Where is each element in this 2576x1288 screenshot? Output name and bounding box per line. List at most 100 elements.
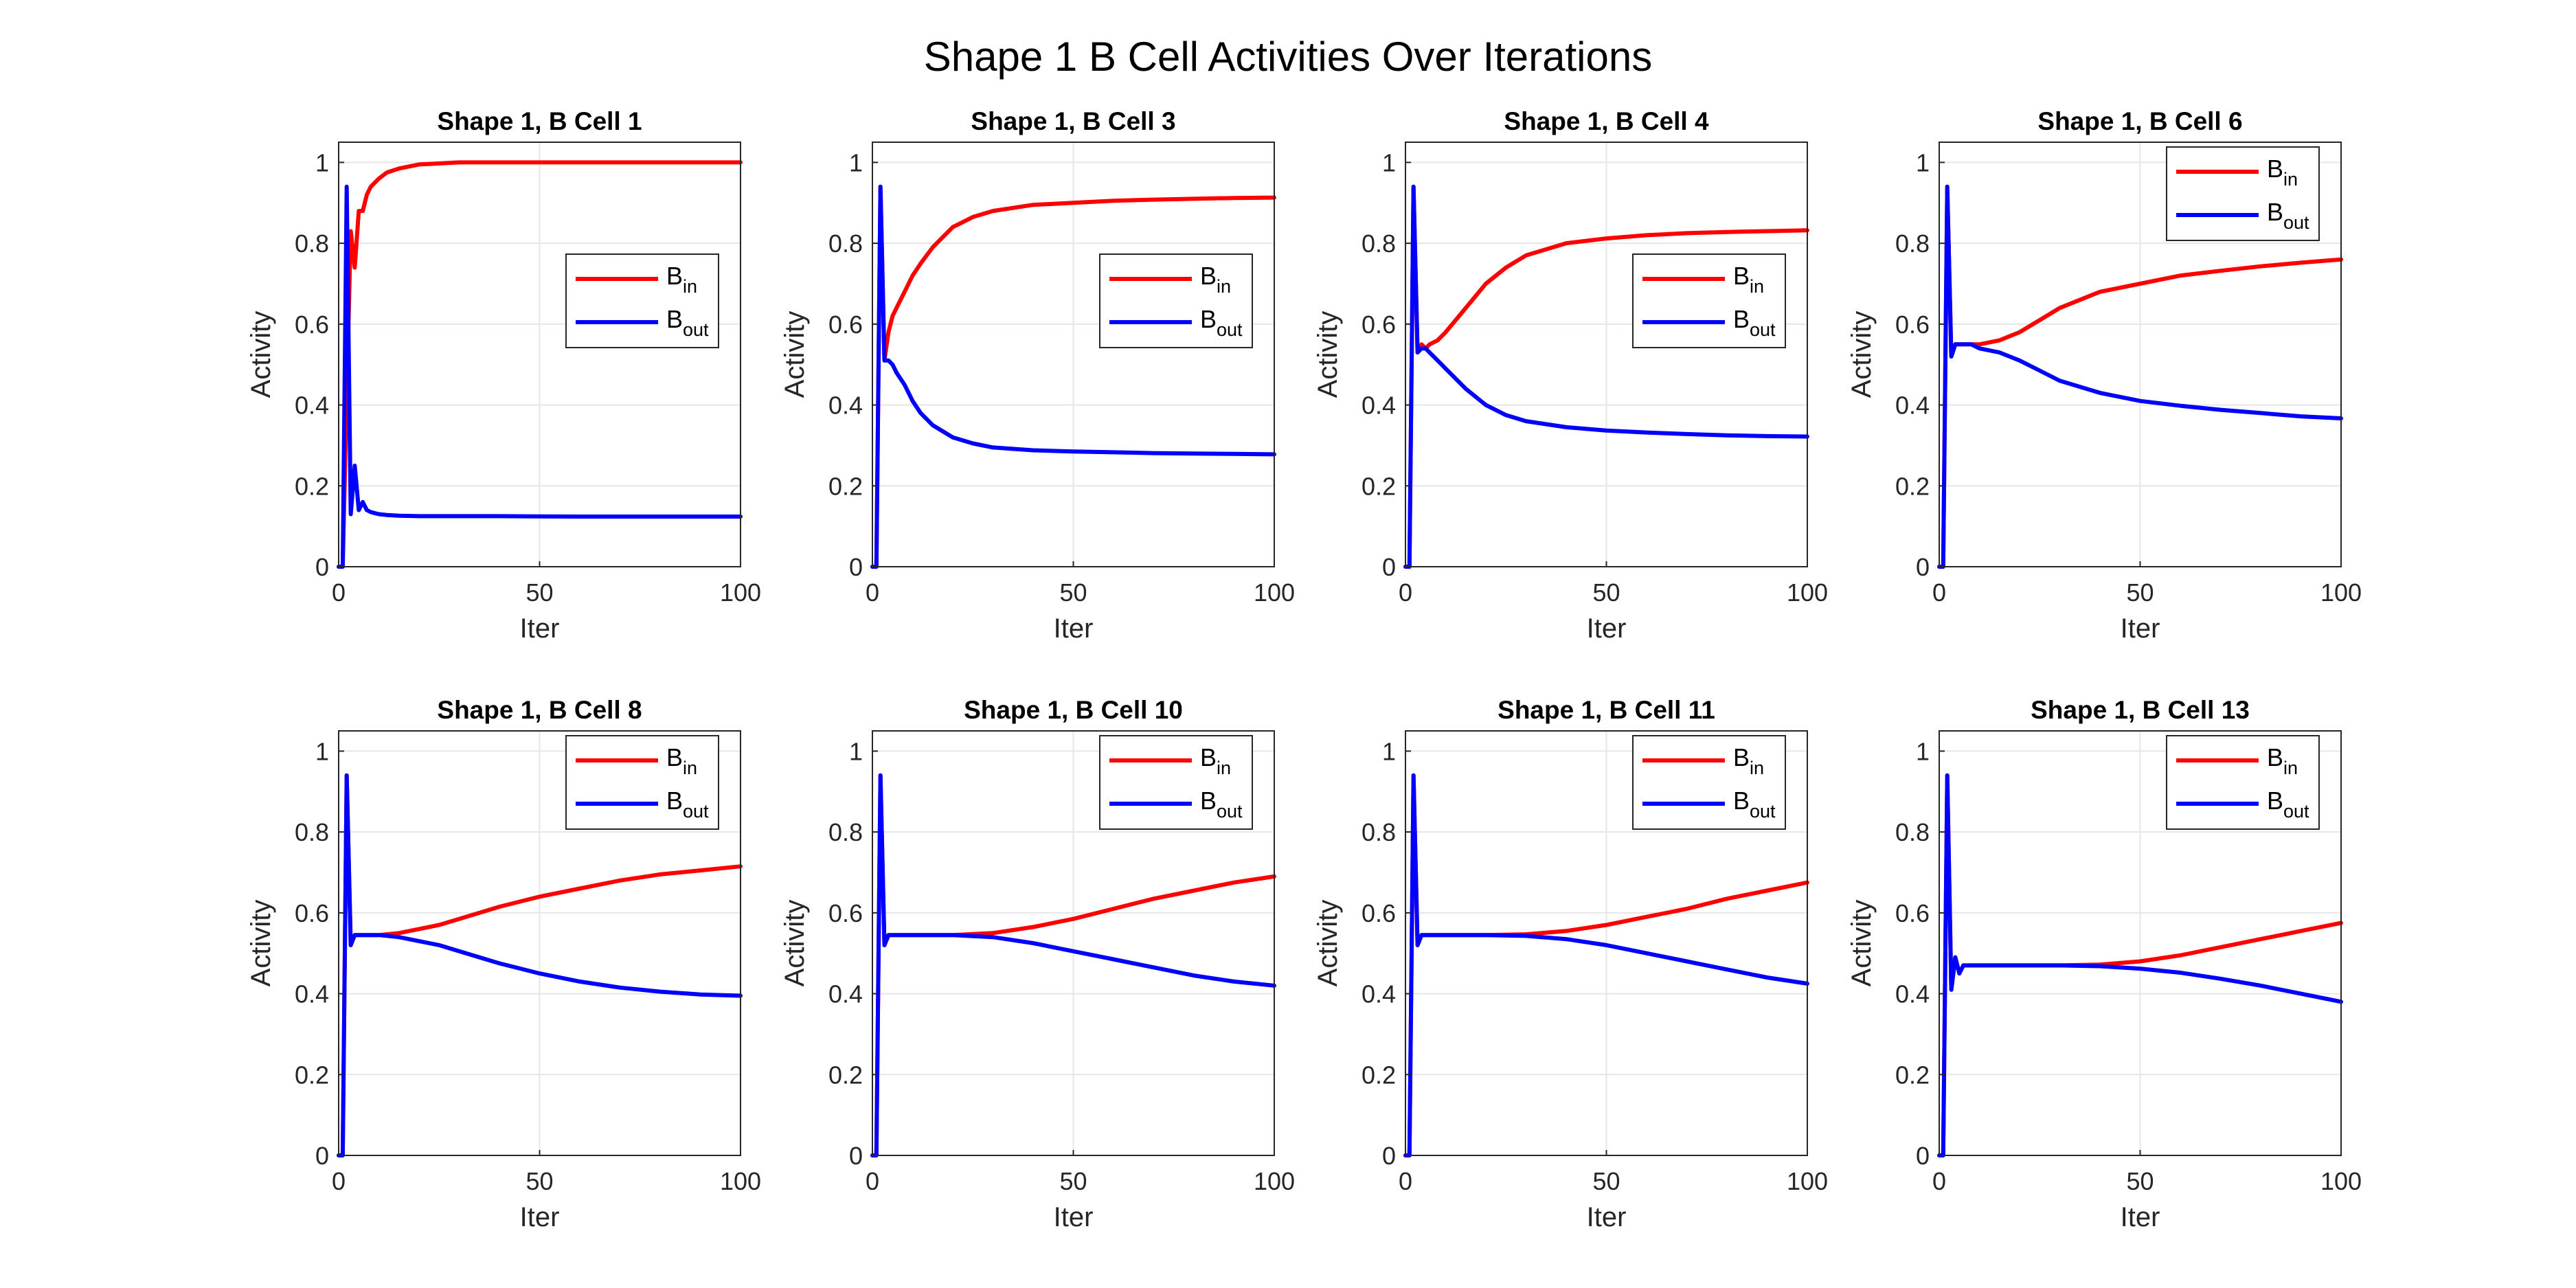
y-tick-label: 0.4 — [1895, 392, 1930, 420]
y-tick-label: 0.8 — [1895, 229, 1930, 258]
x-tick-label: 0 — [332, 578, 346, 607]
x-tick-label: 100 — [1787, 1167, 1828, 1195]
x-tick-label: 50 — [2126, 578, 2154, 607]
y-tick-label: 1 — [1916, 148, 1930, 177]
y-axis-label: Activity — [246, 311, 276, 398]
y-axis-label: Activity — [1846, 900, 1877, 987]
series-line-b-out — [1937, 773, 2343, 1157]
y-tick-label: 0.4 — [828, 392, 863, 420]
y-tick-label: 0.6 — [828, 899, 863, 927]
subplot-7: 0 50 100 0 0.2 0.4 0.6 0.8 1 Iter Activity Shape 1,… — [1313, 696, 1828, 1232]
series-line-b-out — [337, 184, 743, 569]
x-tick-label: 0 — [1399, 1167, 1412, 1195]
subplot-title: Shape 1, B Cell 8 — [437, 696, 642, 724]
y-axis-label: Activity — [1846, 311, 1877, 398]
y-axis-label: Activity — [1313, 900, 1343, 987]
x-tick-label: 100 — [720, 578, 761, 607]
y-tick-label: 0 — [849, 1142, 863, 1170]
series-line-b-out — [337, 773, 743, 1157]
y-tick-label: 0.6 — [1895, 899, 1930, 927]
y-tick-label: 0.2 — [828, 1061, 863, 1089]
y-tick-label: 0.4 — [1895, 980, 1930, 1008]
subplot-3: 0 50 100 0 0.2 0.4 0.6 0.8 1 Iter Activity Shape 1,… — [1313, 107, 1828, 644]
x-axis-label: Iter — [1054, 613, 1094, 644]
y-tick-label: 0 — [315, 1142, 329, 1170]
x-axis-label: Iter — [2121, 613, 2160, 644]
x-axis-label: Iter — [1587, 613, 1627, 644]
y-tick-label: 0.2 — [1362, 472, 1396, 500]
y-tick-label: 0.2 — [1362, 1061, 1396, 1089]
subplot-title: Shape 1, B Cell 11 — [1498, 696, 1715, 724]
subplot-title: Shape 1, B Cell 6 — [2037, 107, 2242, 135]
x-axis-label: Iter — [520, 1202, 560, 1232]
subplot-8: 0 50 100 0 0.2 0.4 0.6 0.8 1 Iter Activity Shape 1,… — [1846, 696, 2362, 1232]
y-tick-label: 0.4 — [1362, 392, 1396, 420]
series-line-b-out — [870, 773, 1276, 1157]
y-tick-label: 1 — [315, 737, 329, 765]
y-tick-label: 0 — [1916, 553, 1930, 581]
y-tick-label: 0 — [1916, 1142, 1930, 1170]
legend-box — [565, 253, 719, 348]
y-tick-label: 0.8 — [1362, 229, 1396, 258]
x-tick-label: 50 — [1059, 578, 1087, 607]
x-tick-label: 0 — [332, 1167, 346, 1195]
x-tick-label: 50 — [1059, 1167, 1087, 1195]
x-tick-label: 50 — [526, 1167, 553, 1195]
y-tick-label: 1 — [1916, 737, 1930, 765]
x-tick-label: 0 — [1932, 578, 1946, 607]
x-tick-label: 0 — [866, 1167, 879, 1195]
subplot-5: 0 50 100 0 0.2 0.4 0.6 0.8 1 Iter Activity Shape 1,… — [246, 696, 761, 1232]
figure-title: Shape 1 B Cell Activities Over Iteration… — [923, 34, 1653, 80]
y-tick-label: 0.4 — [295, 980, 329, 1008]
y-tick-label: 0.6 — [1895, 310, 1930, 339]
y-axis-label: Activity — [780, 900, 810, 987]
y-axis-label: Activity — [1313, 311, 1343, 398]
x-tick-label: 0 — [866, 578, 879, 607]
legend-box — [1632, 735, 1786, 830]
y-tick-label: 0.2 — [295, 472, 329, 500]
subplot-6: 0 50 100 0 0.2 0.4 0.6 0.8 1 Iter Activity Shape 1,… — [780, 696, 1295, 1232]
y-tick-label: 0.8 — [1895, 818, 1930, 846]
y-tick-label: 0 — [1382, 553, 1396, 581]
y-tick-label: 0.6 — [1362, 310, 1396, 339]
y-tick-label: 0.6 — [295, 310, 329, 339]
x-tick-label: 0 — [1932, 1167, 1946, 1195]
series-line-b-out — [1937, 184, 2343, 569]
x-tick-label: 100 — [2320, 1167, 2362, 1195]
legend-box — [1632, 253, 1786, 348]
subplot-title: Shape 1, B Cell 1 — [437, 107, 642, 135]
x-tick-label: 100 — [2320, 578, 2362, 607]
subplot-title: Shape 1, B Cell 10 — [964, 696, 1183, 724]
series-line-b-out — [1403, 184, 1809, 569]
y-axis-label: Activity — [246, 900, 276, 987]
subplot-2: 0 50 100 0 0.2 0.4 0.6 0.8 1 Iter Activity Shape 1,… — [780, 107, 1295, 644]
series-line-b-out — [1403, 773, 1809, 1157]
x-axis-label: Iter — [2121, 1202, 2160, 1232]
legend-box — [1099, 735, 1253, 830]
y-tick-label: 1 — [849, 737, 863, 765]
y-tick-label: 0 — [849, 553, 863, 581]
x-tick-label: 50 — [1592, 578, 1620, 607]
y-tick-label: 0.8 — [295, 818, 329, 846]
y-tick-label: 0.4 — [1362, 980, 1396, 1008]
y-tick-label: 1 — [1382, 737, 1396, 765]
y-tick-label: 0.6 — [1362, 899, 1396, 927]
y-tick-label: 0.2 — [1895, 1061, 1930, 1089]
y-tick-label: 0.2 — [828, 472, 863, 500]
x-tick-label: 50 — [2126, 1167, 2154, 1195]
series-line-b-out — [870, 184, 1276, 569]
y-tick-label: 0.8 — [828, 818, 863, 846]
y-tick-label: 1 — [849, 148, 863, 177]
y-tick-label: 0.4 — [295, 392, 329, 420]
x-axis-label: Iter — [1587, 1202, 1627, 1232]
x-tick-label: 0 — [1399, 578, 1412, 607]
y-axis-label: Activity — [780, 311, 810, 398]
